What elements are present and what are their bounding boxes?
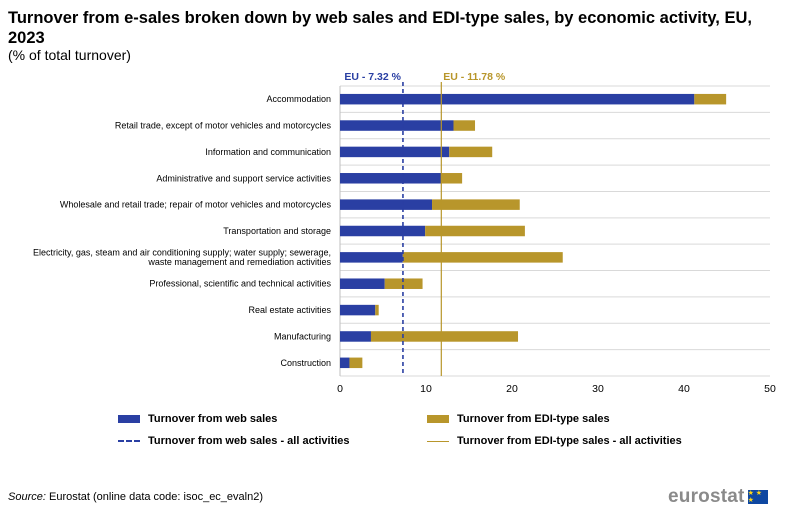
bar-web-sales bbox=[340, 199, 433, 210]
x-tick-label: 50 bbox=[764, 383, 776, 395]
bar-edi-sales bbox=[349, 357, 363, 369]
bar-edi-sales bbox=[441, 173, 463, 184]
legend-web-label: Turnover from web sales bbox=[148, 413, 278, 425]
source-text: Eurostat (online data code: isoc_ec_eval… bbox=[48, 491, 264, 503]
category-label: Accommodation bbox=[266, 94, 331, 104]
bar-web-sales bbox=[340, 278, 385, 289]
bar-edi-sales bbox=[370, 331, 519, 342]
legend-edi-all-activities: Turnover from EDI-type sales - all activ… bbox=[427, 435, 682, 447]
chart-subtitle: (% of total turnover) bbox=[8, 47, 131, 63]
bar-web-sales bbox=[340, 120, 454, 131]
bar-edi-sales bbox=[384, 278, 423, 289]
chart-title: Turnover from e-sales broken down by web… bbox=[8, 9, 752, 47]
bar-web-sales bbox=[340, 173, 442, 184]
x-tick-label: 0 bbox=[337, 383, 343, 395]
category-label: Electricity, gas, steam and air conditio… bbox=[33, 248, 331, 268]
x-tick-label: 30 bbox=[592, 383, 604, 395]
category-label: Information and communication bbox=[205, 147, 331, 157]
legend-edi-line-label: Turnover from EDI-type sales - all activ… bbox=[457, 435, 682, 447]
category-label: Manufacturing bbox=[274, 331, 331, 341]
bar-edi-sales bbox=[432, 199, 520, 210]
bar-web-sales bbox=[340, 331, 371, 342]
legend-web-sales: Turnover from web sales bbox=[118, 413, 277, 425]
category-label: Real estate activities bbox=[248, 305, 331, 315]
bar-web-sales bbox=[340, 304, 376, 316]
legend-edi-line-swatch bbox=[427, 440, 449, 442]
bar-web-sales bbox=[340, 225, 426, 237]
bar-edi-sales bbox=[453, 120, 476, 131]
bar-web-sales bbox=[340, 252, 403, 263]
category-label: Administrative and support service activ… bbox=[156, 173, 331, 183]
source-note: Source: Eurostat (online data code: isoc… bbox=[8, 491, 263, 503]
eu-flag-icon: ★ ★ ★ bbox=[747, 490, 768, 504]
bar-web-sales bbox=[340, 146, 450, 158]
category-label: Wholesale and retail trade; repair of mo… bbox=[60, 200, 332, 210]
category-label: Retail trade, except of motor vehicles a… bbox=[115, 121, 332, 131]
eurostat-wordmark: eurostat bbox=[668, 486, 745, 507]
source-label: Source: bbox=[8, 491, 46, 503]
bar-web-sales bbox=[340, 93, 695, 105]
category-label: Construction bbox=[280, 358, 331, 368]
legend-web-all-activities: Turnover from web sales - all activities bbox=[118, 435, 350, 447]
bar-chart: 0 10 20 30 40 50 Accommodation Retail trade, ex… bbox=[33, 71, 776, 395]
category-label: Transportation and storage bbox=[223, 226, 331, 236]
ref-label-web-sales: EU - 7.32 % bbox=[344, 71, 401, 83]
bar-web-sales bbox=[340, 357, 350, 369]
eurostat-logo: eurostat ★ ★ ★ bbox=[668, 486, 768, 508]
x-tick-label: 10 bbox=[420, 383, 432, 395]
bar-edi-sales bbox=[694, 93, 727, 105]
bar-edi-sales bbox=[402, 252, 563, 263]
legend-web-swatch bbox=[118, 415, 140, 423]
bar-edi-sales bbox=[449, 146, 493, 158]
eu-flag-stars: ★ ★ ★ bbox=[747, 490, 763, 504]
x-tick-label: 20 bbox=[506, 383, 518, 395]
legend-edi-sales: Turnover from EDI-type sales bbox=[427, 413, 610, 425]
x-tick-label: 40 bbox=[678, 383, 690, 395]
legend-web-line-swatch bbox=[118, 440, 140, 442]
legend-edi-swatch bbox=[427, 415, 449, 423]
legend-edi-label: Turnover from EDI-type sales bbox=[457, 413, 610, 425]
legend-web-line-label: Turnover from web sales - all activities bbox=[148, 435, 350, 447]
category-label: Professional, scientific and technical a… bbox=[149, 279, 331, 289]
bar-edi-sales bbox=[375, 304, 379, 316]
ref-label-edi-sales: EU - 11.78 % bbox=[443, 71, 506, 83]
bar-edi-sales bbox=[425, 225, 525, 237]
